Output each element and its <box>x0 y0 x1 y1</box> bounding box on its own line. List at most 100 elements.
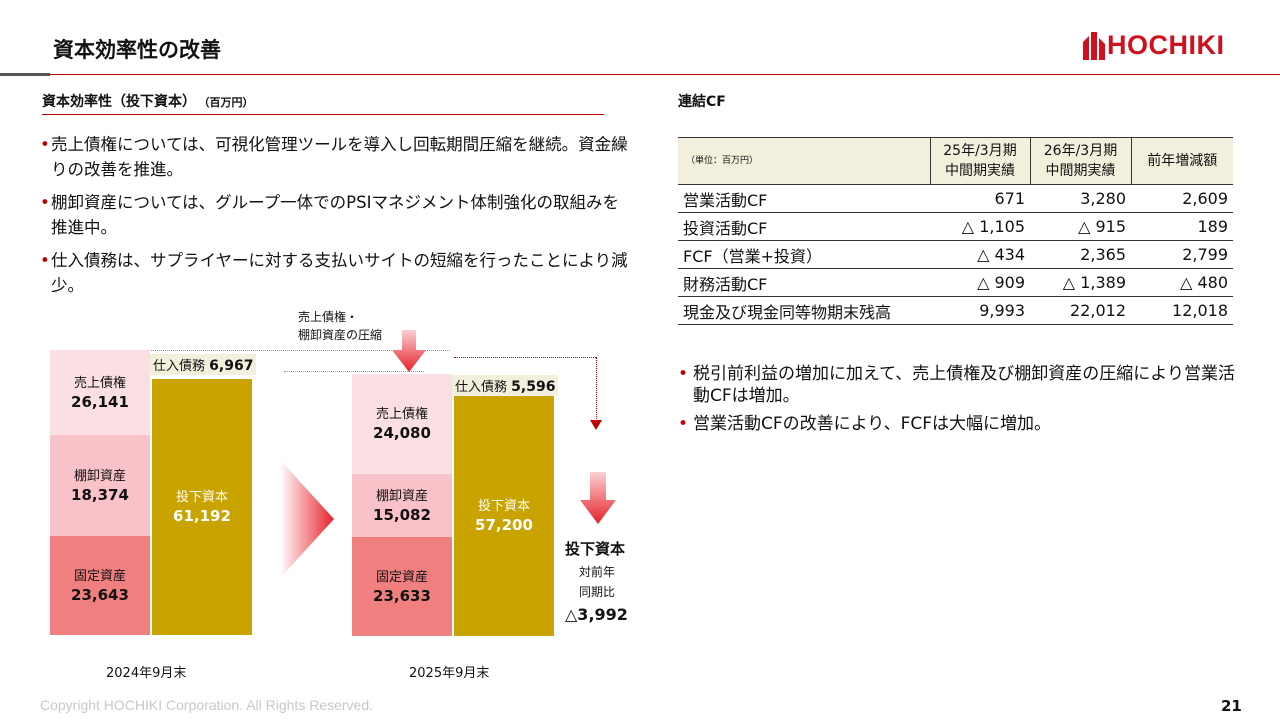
result-sub-line: 同期比 <box>578 585 615 599</box>
bar-receivables-2024: 売上債権 26,141 <box>50 350 150 435</box>
bar-label: 固定資産 <box>375 569 428 585</box>
table-header-row: （単位：百万円） 25年/3月期 中間期実績 26年/3月期 中間期実績 前年増減額 <box>678 137 1233 185</box>
data-label: 26,141 <box>71 392 129 411</box>
row-label: 投資活動CF <box>678 212 930 241</box>
guide-line <box>50 350 450 351</box>
bar-label: 投下資本 <box>175 490 228 505</box>
category-label: 2025年9月末 <box>409 666 490 681</box>
note-line: 売上債権・ <box>298 310 359 324</box>
table-row: 営業活動CF 671 3,280 2,609 <box>678 184 1233 213</box>
section-divider <box>42 114 604 115</box>
result-arrow-icon <box>580 472 616 524</box>
title-divider-mark <box>0 73 50 76</box>
cell-value: 12,018 <box>1131 296 1233 325</box>
bar-label: 売上債権 <box>375 407 428 422</box>
result-sub-line: 対前年 <box>578 565 615 579</box>
bar-capital-2024: 投下資本 61,192 <box>152 379 252 635</box>
bar-payables-2025: 仕入債務 5,596 <box>452 375 559 396</box>
cell-value: 3,280 <box>1030 184 1131 213</box>
data-label: 23,633 <box>373 586 431 605</box>
bar-receivables-2025: 売上債権 24,080 <box>352 374 452 474</box>
bar-inventory-2025: 棚卸資産 15,082 <box>352 474 452 537</box>
cell-value: 9,993 <box>930 296 1030 325</box>
list-item: 仕入債務は、サプライヤーに対する支払いサイトの短縮を行ったことにより減少。 <box>40 248 630 298</box>
cell-value: 189 <box>1131 212 1233 241</box>
company-logo: HOCHIKI <box>1083 30 1255 60</box>
guide-line <box>284 371 424 372</box>
arrowhead-small-icon <box>590 420 602 430</box>
table-unit: （単位：百万円） <box>678 137 930 185</box>
bar-fixed-2024: 固定資産 23,643 <box>50 536 150 635</box>
category-label: 2024年9月末 <box>106 666 187 681</box>
table-row: 財務活動CF △ 909 △ 1,389 △ 480 <box>678 268 1233 297</box>
cell-value: △ 1,389 <box>1030 268 1131 297</box>
cell-value: △ 1,105 <box>930 212 1030 241</box>
data-label: 18,374 <box>71 485 129 504</box>
cell-value: △ 915 <box>1030 212 1131 241</box>
result-title: 投下資本 <box>565 540 626 558</box>
cell-value: △ 434 <box>930 240 1030 269</box>
column-header: 前年増減額 <box>1130 137 1233 185</box>
data-label: 57,200 <box>475 516 533 534</box>
section-title-text: 資本効率性（投下資本） <box>42 94 196 110</box>
guide-line-red <box>596 357 597 423</box>
section-title-capital-efficiency: 資本効率性（投下資本） （百万円） <box>42 91 254 111</box>
data-label: 24,080 <box>373 424 431 442</box>
unit-label: （百万円） <box>204 96 254 109</box>
invested-capital-chart: 売上債権 26,141 棚卸資産 18,374 固定資産 23,643 仕入債務… <box>0 300 650 690</box>
cash-flow-table: （単位：百万円） 25年/3月期 中間期実績 26年/3月期 中間期実績 前年増減額… <box>678 137 1233 325</box>
right-bullet-list: 税引前利益の増加に加えて、売上債権及び棚卸資産の圧縮により営業活動CFは増加。 … <box>678 363 1238 441</box>
title-divider <box>0 74 1280 75</box>
data-label: 61,192 <box>173 507 231 525</box>
list-item: 売上債権については、可視化管理ツールを導入し回転期間圧縮を継続。資金繰りの改善を… <box>40 132 630 182</box>
bar-label: 仕入債務 <box>455 380 508 395</box>
logo-text: HOCHIKI <box>1107 30 1225 60</box>
compression-arrow-icon <box>392 330 426 372</box>
row-label: 現金及び現金同等物期末残高 <box>678 296 930 325</box>
cell-value: 2,365 <box>1030 240 1131 269</box>
data-label: 15,082 <box>373 505 431 524</box>
bar-label: 仕入債務 <box>153 359 206 374</box>
cell-value: △ 480 <box>1131 268 1233 297</box>
section-title-consolidated-cf: 連結CF <box>678 94 726 110</box>
table-row: 投資活動CF △ 1,105 △ 915 189 <box>678 212 1233 241</box>
logo-mark-icon <box>1083 32 1105 60</box>
cell-value: 671 <box>930 184 1030 213</box>
data-label: 23,643 <box>71 585 129 604</box>
transition-arrow-icon <box>280 460 334 578</box>
bar-label: 投下資本 <box>477 499 530 514</box>
row-label: FCF（営業+投資） <box>678 240 930 269</box>
data-label: 6,967 <box>209 358 254 374</box>
page-number: 21 <box>1221 697 1242 715</box>
result-value: △3,992 <box>565 605 628 624</box>
bar-inventory-2024: 棚卸資産 18,374 <box>50 435 150 536</box>
data-label: 5,596 <box>511 379 556 395</box>
cell-value: 2,799 <box>1131 240 1233 269</box>
column-header: 25年/3月期 中間期実績 <box>929 137 1030 185</box>
list-item: 営業活動CFの改善により、FCFは大幅に増加。 <box>678 413 1238 435</box>
copyright-text: Copyright HOCHIKI Corporation. All Right… <box>40 697 374 713</box>
bar-label: 売上債権 <box>73 375 126 391</box>
bar-label: 棚卸資産 <box>375 488 428 504</box>
note-line: 棚卸資産の圧縮 <box>298 328 383 342</box>
bar-label: 棚卸資産 <box>73 468 126 484</box>
cell-value: △ 909 <box>930 268 1030 297</box>
row-label: 財務活動CF <box>678 268 930 297</box>
column-header: 26年/3月期 中間期実績 <box>1029 137 1131 185</box>
compression-note: 売上債権・ 棚卸資産の圧縮 <box>298 308 382 344</box>
page-title: 資本効率性の改善 <box>53 38 221 62</box>
left-bullet-list: 売上債権については、可視化管理ツールを導入し回転期間圧縮を継続。資金繰りの改善を… <box>40 132 630 306</box>
result-subtitle: 対前年 同期比 <box>572 562 622 602</box>
cell-value: 2,609 <box>1131 184 1233 213</box>
bar-capital-2025: 投下資本 57,200 <box>454 396 554 636</box>
list-item: 税引前利益の増加に加えて、売上債権及び棚卸資産の圧縮により営業活動CFは増加。 <box>678 363 1238 407</box>
list-item: 棚卸資産については、グループ一体でのPSIマネジメント体制強化の取組みを推進中。 <box>40 190 630 240</box>
row-label: 営業活動CF <box>678 184 930 213</box>
table-row: FCF（営業+投資） △ 434 2,365 2,799 <box>678 240 1233 269</box>
bar-payables-2024: 仕入債務 6,967 <box>150 354 257 375</box>
table-row: 現金及び現金同等物期末残高 9,993 22,012 12,018 <box>678 296 1233 325</box>
bar-label: 固定資産 <box>73 568 126 584</box>
cell-value: 22,012 <box>1030 296 1131 325</box>
bar-fixed-2025: 固定資産 23,633 <box>352 537 452 636</box>
guide-line-red <box>454 357 596 358</box>
